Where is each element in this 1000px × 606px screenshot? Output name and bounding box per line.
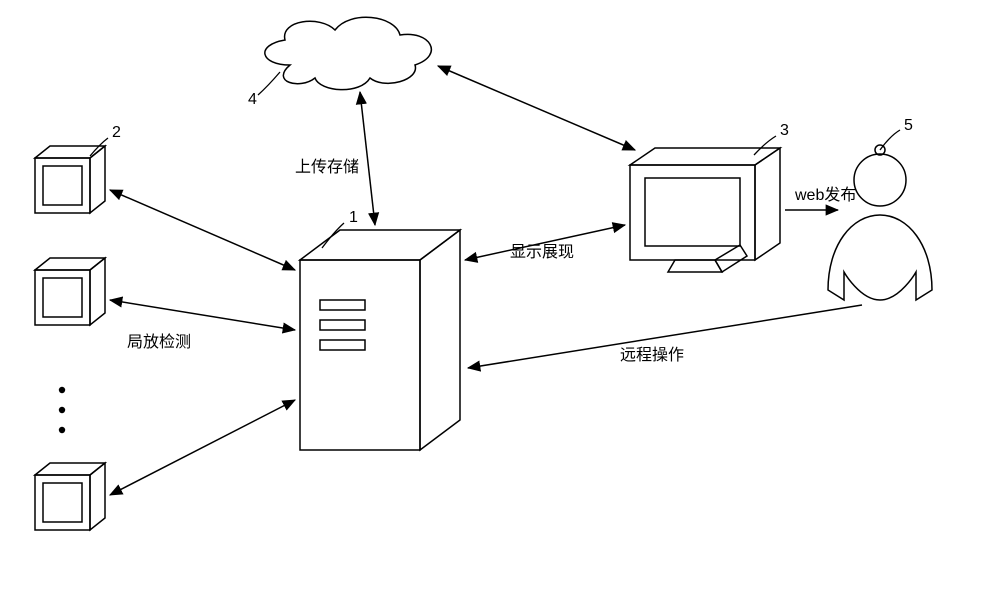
- edge-upload: [360, 92, 375, 225]
- edge-cloud-monitor: [438, 66, 635, 150]
- edge-cabinet2: [110, 300, 295, 330]
- user-label: 5: [904, 117, 913, 134]
- edge-upload-label: 上传存储: [295, 158, 359, 176]
- edge-pd-label: 局放检测: [127, 333, 191, 351]
- edge-cabinet3: [110, 400, 295, 495]
- cabinet-icon: [35, 146, 105, 530]
- monitor-label: 3: [780, 122, 789, 139]
- server-label: 1: [349, 209, 358, 226]
- edge-cabinet1: [110, 190, 295, 270]
- edge-webpub-label: web发布: [794, 186, 856, 204]
- edge-remote-label: 远程操作: [620, 346, 684, 364]
- monitor-icon: [630, 148, 780, 272]
- cabinet-label: 2: [112, 124, 121, 141]
- server-icon: [300, 230, 460, 450]
- lead-line: [880, 130, 900, 150]
- user-icon: [828, 145, 932, 300]
- ellipsis-icon: [59, 387, 65, 433]
- edge-display-label: 显示展现: [510, 244, 574, 261]
- cloud-icon: [265, 17, 432, 89]
- lead-line: [258, 72, 280, 95]
- system-diagram: 4 1: [0, 0, 1000, 606]
- cloud-label: 4: [248, 91, 257, 108]
